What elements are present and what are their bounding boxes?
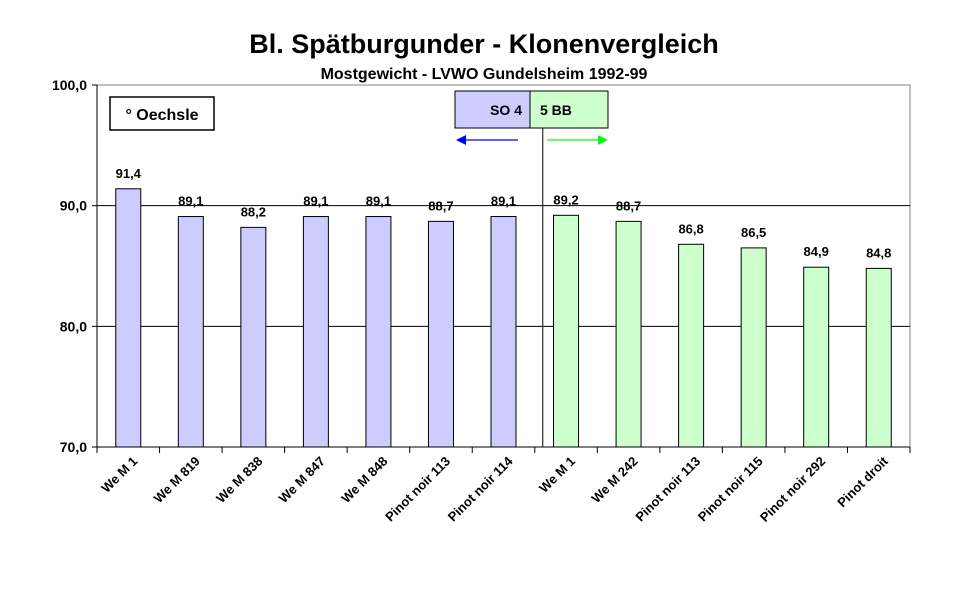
x-tick-label: Pinot noir 113 xyxy=(632,454,703,525)
y-tick-label: 100,0 xyxy=(52,77,87,93)
data-label: 86,8 xyxy=(678,221,703,236)
group-legend-box xyxy=(529,90,609,129)
data-label: 86,5 xyxy=(741,225,766,240)
chart-title: Bl. Spätburgunder - Klonenvergleich xyxy=(249,29,719,59)
x-tick-label: We M 848 xyxy=(338,454,390,506)
x-tick-label: Pinot droit xyxy=(834,453,891,510)
data-label: 91,4 xyxy=(116,166,142,181)
bar xyxy=(177,216,204,448)
bar xyxy=(302,216,329,448)
y-tick-label: 90,0 xyxy=(60,198,87,214)
group-legend-label: SO 4 xyxy=(490,102,522,118)
y-tick-label: 70,0 xyxy=(60,439,87,455)
group-legend-box xyxy=(454,90,531,129)
bar xyxy=(740,247,767,448)
x-tick-label: We M 819 xyxy=(151,454,203,506)
x-tick-label: We M 1 xyxy=(536,454,578,496)
bar xyxy=(115,188,142,448)
unit-legend-box: ° Oechsle xyxy=(109,96,215,131)
data-label: 84,8 xyxy=(866,245,891,260)
bar xyxy=(427,220,454,448)
x-tick-label: We M 838 xyxy=(213,454,265,506)
data-label: 89,1 xyxy=(303,194,328,209)
bar xyxy=(803,266,830,448)
x-tick-label: We M 242 xyxy=(588,454,640,506)
x-tick-label: We M 1 xyxy=(98,454,140,496)
data-label: 84,9 xyxy=(804,244,829,259)
bar xyxy=(865,267,892,448)
data-label: 89,2 xyxy=(553,192,578,207)
bar xyxy=(615,220,642,448)
y-axis-unit-label: ° Oechsle xyxy=(125,107,198,124)
x-tick-label: Pinot noir 113 xyxy=(382,454,453,525)
x-tick-label: Pinot noir 292 xyxy=(757,454,828,525)
x-tick-label: We M 847 xyxy=(276,454,328,506)
data-label: 88,2 xyxy=(241,204,266,219)
x-tick-label: Pinot noir 114 xyxy=(445,453,516,524)
data-label: 89,1 xyxy=(178,194,203,209)
bar xyxy=(365,216,392,448)
bar xyxy=(490,216,517,448)
rootstock-legend: SO 4 5 BB xyxy=(454,90,609,447)
data-label: 89,1 xyxy=(491,194,516,209)
group-legend-label: 5 BB xyxy=(540,102,572,118)
right-arrowhead-icon xyxy=(598,135,608,145)
data-label: 89,1 xyxy=(366,194,391,209)
chart-subtitle: Mostgewicht - LVWO Gundelsheim 1992-99 xyxy=(321,66,648,83)
x-tick-label: Pinot noir 115 xyxy=(695,454,766,525)
data-label: 88,7 xyxy=(428,198,453,213)
bar xyxy=(678,243,705,448)
left-arrowhead-icon xyxy=(456,135,466,145)
bar xyxy=(553,214,580,448)
bar xyxy=(240,226,267,448)
data-label: 88,7 xyxy=(616,198,641,213)
y-tick-label: 80,0 xyxy=(60,318,87,334)
